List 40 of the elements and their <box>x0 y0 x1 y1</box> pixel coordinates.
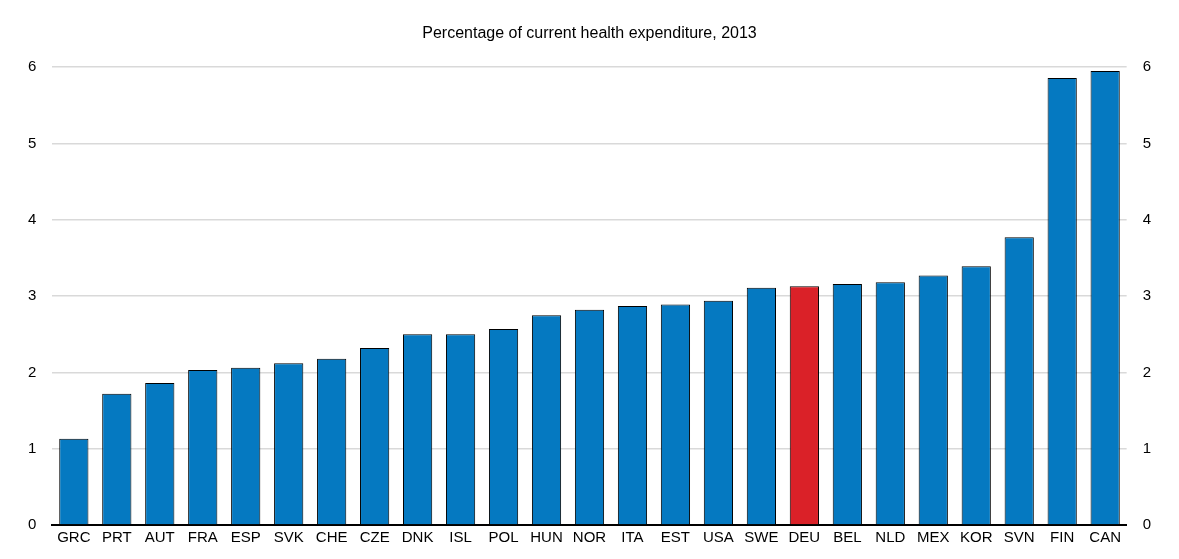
y2-tick-label: 4 <box>1142 209 1151 227</box>
y2-tick-label: 1 <box>1142 438 1151 456</box>
x-tick-label: NOR <box>572 528 607 546</box>
x-tick-label: FIN <box>1050 528 1075 546</box>
x-tick-label: POL <box>488 528 519 546</box>
x-tick-label: ITA <box>621 528 644 546</box>
chart-title: Percentage of current health expenditure, 2013 <box>422 24 757 42</box>
x-tick-label: ISL <box>449 528 472 546</box>
x-tick-label: KOR <box>960 528 993 546</box>
x-tick-label: DEU <box>788 528 821 546</box>
x-tick-label: MEX <box>917 528 950 546</box>
x-tick-label: AUT <box>144 528 175 546</box>
x-tick-label: CAN <box>1089 528 1122 546</box>
x-tick-label: PRT <box>101 528 132 546</box>
y-tick-label: 2 <box>28 362 37 380</box>
x-tick-label: HUN <box>530 528 563 546</box>
x-tick-label: DNK <box>401 528 434 546</box>
x-tick-label: FRA <box>187 528 218 546</box>
y-tick-label: 4 <box>28 209 37 227</box>
y-tick-label: 1 <box>28 438 37 456</box>
y-tick-label: 3 <box>28 286 37 304</box>
x-tick-label: CZE <box>359 528 390 546</box>
x-tick-label: SWE <box>744 528 779 546</box>
x-tick-label: GRC <box>57 528 91 546</box>
y-tick-label: 0 <box>28 515 37 533</box>
x-tick-label: SVK <box>273 528 304 546</box>
y-tick-label: 6 <box>28 57 37 75</box>
y2-tick-label: 2 <box>1142 362 1151 380</box>
y-tick-label: 5 <box>28 133 37 151</box>
x-tick-label: NLD <box>875 528 906 546</box>
x-tick-label: ESP <box>230 528 261 546</box>
y2-tick-label: 5 <box>1142 133 1151 151</box>
y2-tick-label: 6 <box>1142 57 1151 75</box>
y2-tick-label: 0 <box>1142 515 1151 533</box>
y2-tick-label: 3 <box>1142 286 1151 304</box>
x-tick-label: USA <box>703 528 734 546</box>
x-tick-label: BEL <box>833 528 862 546</box>
x-tick-label: SVN <box>1003 528 1035 546</box>
x-tick-label: CHE <box>315 528 348 546</box>
x-tick-label: EST <box>660 528 691 546</box>
